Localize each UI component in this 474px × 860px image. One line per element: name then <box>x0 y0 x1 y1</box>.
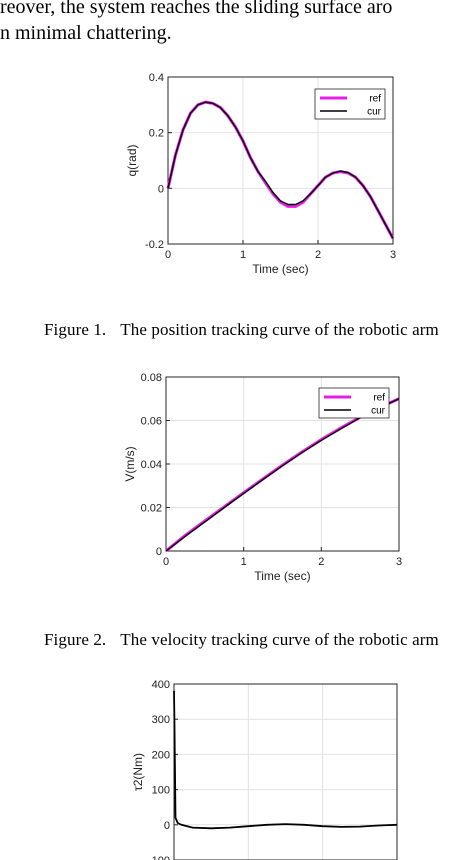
paragraph-line-1: reover, the system reaches the sliding s… <box>0 0 393 18</box>
series-line-cur <box>167 101 394 239</box>
x-tick-label: 1 <box>241 556 247 568</box>
figure-2-caption: Figure 2. The velocity tracking curve of … <box>44 630 439 650</box>
legend-box <box>318 387 390 419</box>
y-tick-label: 0 <box>164 820 170 832</box>
y-tick-label: 400 <box>152 679 170 691</box>
paragraph-line-2: n minimal chattering. <box>0 22 172 44</box>
y-tick-label: 0.02 <box>141 503 162 515</box>
legend-label-cur: cur <box>367 107 382 118</box>
y-tick-label: 300 <box>152 714 170 726</box>
figure-1-caption-text: The position tracking curve of the robot… <box>120 320 439 339</box>
x-tick-label: 0 <box>163 556 169 568</box>
x-tick-label: 3 <box>396 556 402 568</box>
legend-box <box>314 88 386 120</box>
x-tick-label: 2 <box>318 556 324 568</box>
y-tick-label: 0 <box>156 546 162 558</box>
y-axis-label: τ2(Nm) <box>131 753 145 791</box>
plot-frame <box>173 683 398 860</box>
x-tick-label: 2 <box>315 249 321 261</box>
x-tick-label: 1 <box>240 249 246 261</box>
y-tick-label: 0.08 <box>141 372 162 384</box>
figure-2-caption-text: The velocity tracking curve of the robot… <box>120 630 439 649</box>
x-tick-label: 0 <box>165 249 171 261</box>
y-tick-label: 200 <box>152 749 170 761</box>
figure-1-caption: Figure 1. The position tracking curve of … <box>44 320 439 340</box>
legend-label-ref: ref <box>369 94 381 105</box>
x-axis-label: Time (sec) <box>252 262 308 276</box>
plot-frame <box>167 76 394 245</box>
y-axis-label: V(m/s) <box>123 446 137 481</box>
y-tick-label: -100 <box>148 855 170 860</box>
y-tick-label: 0.04 <box>141 459 162 471</box>
y-axis-label: q(rad) <box>125 144 139 176</box>
series-line-torque <box>173 690 398 830</box>
y-tick-label: 0.2 <box>149 128 164 140</box>
legend-label-ref: ref <box>373 393 385 404</box>
velocity-tracking-chart: 0 0.02 0.04 0.06 0.08 0 1 2 3 Time (sec) V(m/s) ref… <box>123 372 402 583</box>
y-tick-label: 0.06 <box>141 416 162 428</box>
y-tick-label: 0 <box>158 183 164 195</box>
y-tick-label: 0.4 <box>149 72 164 84</box>
x-axis-label: Time (sec) <box>254 569 310 583</box>
y-tick-label: 100 <box>152 785 170 797</box>
legend-label-cur: cur <box>371 406 386 417</box>
y-tick-label: -0.2 <box>145 239 164 251</box>
figure-1-number: Figure 1. <box>44 320 107 339</box>
figure-2-number: Figure 2. <box>44 630 107 649</box>
x-tick-label: 3 <box>390 249 396 261</box>
